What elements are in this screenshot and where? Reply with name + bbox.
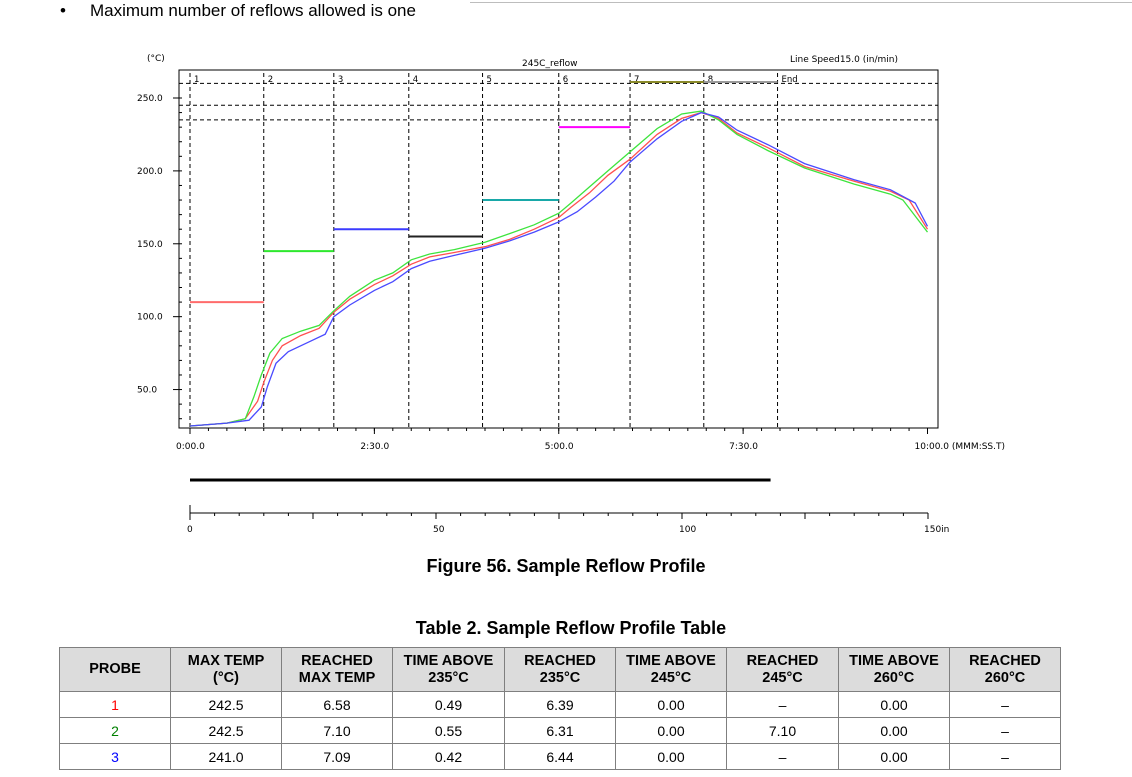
bullet-icon: • bbox=[60, 1, 66, 20]
zone-label: 8 bbox=[708, 75, 713, 85]
x-tick-label: 2:30.0 bbox=[360, 442, 389, 452]
table-cell: – bbox=[949, 691, 1061, 718]
table-header-text: REACHED bbox=[301, 652, 373, 669]
table-cell: 6.39 bbox=[504, 691, 616, 718]
table-header-text: (°C) bbox=[213, 669, 239, 686]
table-header-text: TIME ABOVE bbox=[626, 652, 716, 669]
table-header-text: 260°C bbox=[984, 669, 1026, 686]
table-header-text: PROBE bbox=[89, 661, 141, 677]
table-row: 3 241.0 7.09 0.42 6.44 0.00–0.00– bbox=[59, 743, 1061, 770]
table-cell: 0.00 bbox=[838, 743, 950, 770]
series-line-2 bbox=[189, 110, 929, 427]
table-body: 1 242.5 6.58 0.49 6.39 0.00–0.00–2 242.5 7.10 0.… bbox=[59, 691, 1061, 770]
reflow-profile-chart: (°C) 245C_reflow Line Speed15.0 (in/min)50… bbox=[137, 54, 1006, 535]
table-header-text: REACHED bbox=[746, 652, 819, 669]
zone-label: 7 bbox=[634, 75, 639, 85]
probe-cell: 2 bbox=[59, 717, 171, 744]
figure-caption-block: Figure 56. Sample Reflow Profile bbox=[0, 556, 1132, 577]
distance-tick-label: 0 bbox=[187, 525, 193, 535]
probe-cell: 1 bbox=[59, 691, 171, 718]
x-tick-label: 7:30.0 bbox=[729, 442, 758, 452]
y-axis-unit: (°C) bbox=[147, 54, 165, 64]
table-header-text: 245°C bbox=[762, 669, 803, 686]
bullet-text: Maximum number of reflows allowed is one bbox=[90, 1, 416, 20]
table-header-row: PROBE MAX TEMP (°C) REACHED MAX TEMP TIME ABO… bbox=[59, 647, 1061, 692]
table-header-text: REACHED bbox=[969, 652, 1041, 669]
table-cell: – bbox=[726, 743, 839, 770]
y-tick-label: 100.0 bbox=[137, 313, 163, 323]
y-tick-label: 50.0 bbox=[137, 386, 157, 396]
reflow-profile-table: PROBE MAX TEMP (°C) REACHED MAX TEMP TIME ABO… bbox=[59, 647, 1061, 770]
x-tick-label: 10:00.0 (MMM:SS.T) bbox=[915, 442, 1006, 452]
table-cell: 0.00 bbox=[615, 691, 727, 718]
table-cell: 241.0 bbox=[170, 743, 282, 770]
y-tick-label: 250.0 bbox=[137, 94, 163, 104]
zone-label: 3 bbox=[338, 75, 343, 85]
table-cell: 7.10 bbox=[726, 717, 839, 744]
zone-label: 6 bbox=[563, 75, 568, 85]
table-row: 1 242.5 6.58 0.49 6.39 0.00–0.00– bbox=[59, 691, 1061, 718]
y-tick-label: 150.0 bbox=[137, 240, 163, 250]
table-cell: 6.31 bbox=[504, 717, 616, 744]
table-header-text: REACHED bbox=[524, 652, 596, 669]
zone-label: 4 bbox=[413, 75, 418, 85]
table-cell: 0.49 bbox=[392, 691, 505, 718]
table-cell: 7.10 bbox=[281, 717, 393, 744]
table-cell: – bbox=[726, 691, 839, 718]
series-line-1 bbox=[189, 111, 929, 427]
table-header-text: 235°C bbox=[428, 669, 469, 686]
table-cell: 242.5 bbox=[170, 717, 282, 744]
table-cell: 0.00 bbox=[838, 717, 950, 744]
table-row: 2 242.5 7.10 0.55 6.31 0.00 7.10 0.00– bbox=[59, 717, 1061, 744]
x-tick-label: 5:00.0 bbox=[545, 442, 574, 452]
table-header-cell: REACHED MAX TEMP bbox=[281, 647, 393, 692]
table-header-cell: REACHED 245°C bbox=[726, 647, 839, 692]
table-header-cell: TIME ABOVE 235°C bbox=[392, 647, 505, 692]
table-header-text: 260°C bbox=[873, 669, 915, 686]
table-header-cell: PROBE bbox=[59, 647, 171, 692]
table-cell: 6.58 bbox=[281, 691, 393, 718]
table-header-text: MAX TEMP bbox=[187, 652, 265, 669]
table-cell: 0.42 bbox=[392, 743, 505, 770]
table-header-cell: TIME ABOVE 245°C bbox=[615, 647, 727, 692]
zone-label: End bbox=[782, 75, 798, 85]
table-header-cell: REACHED 260°C bbox=[949, 647, 1061, 692]
table-cell: 0.00 bbox=[615, 743, 727, 770]
probe-cell: 3 bbox=[59, 743, 171, 770]
distance-tick-label: 50 bbox=[433, 525, 445, 535]
figure-caption: Figure 56. Sample Reflow Profile bbox=[426, 556, 706, 576]
zone-label: 1 bbox=[194, 75, 199, 85]
table-header-cell: REACHED 235°C bbox=[504, 647, 616, 692]
series-line-3 bbox=[189, 111, 929, 427]
line-speed-label: Line Speed15.0 (in/min) bbox=[790, 55, 898, 65]
table-cell: 0.00 bbox=[838, 691, 950, 718]
table-header-text: MAX TEMP bbox=[298, 669, 376, 686]
chart-title: 245C_reflow bbox=[522, 59, 578, 69]
table-title-block: Table 2. Sample Reflow Profile Table bbox=[0, 618, 1132, 639]
table-title: Table 2. Sample Reflow Profile Table bbox=[415, 618, 727, 638]
table-header-text: 245°C bbox=[650, 669, 692, 686]
table-cell: 0.00 bbox=[615, 717, 727, 744]
distance-tick-label: 100 bbox=[679, 525, 696, 535]
table-cell: 6.44 bbox=[504, 743, 616, 770]
table-cell: 0.55 bbox=[392, 717, 505, 744]
y-tick-label: 200.0 bbox=[137, 167, 163, 177]
zone-label: 5 bbox=[487, 75, 492, 85]
table-header-text: TIME ABOVE bbox=[403, 652, 494, 669]
x-tick-label: 0:00.0 bbox=[176, 442, 205, 452]
top-divider bbox=[470, 2, 1132, 3]
table-cell: – bbox=[949, 717, 1061, 744]
table-cell: – bbox=[949, 743, 1061, 770]
distance-tick-label: 150in bbox=[924, 525, 949, 535]
zone-label: 2 bbox=[268, 75, 273, 85]
table-header-text: TIME ABOVE bbox=[849, 652, 939, 669]
table-cell: 242.5 bbox=[170, 691, 282, 718]
table-header-cell: TIME ABOVE 260°C bbox=[838, 647, 950, 692]
table-header-text: 235°C bbox=[539, 669, 581, 686]
table-cell: 7.09 bbox=[281, 743, 393, 770]
table-header-cell: MAX TEMP (°C) bbox=[170, 647, 282, 692]
